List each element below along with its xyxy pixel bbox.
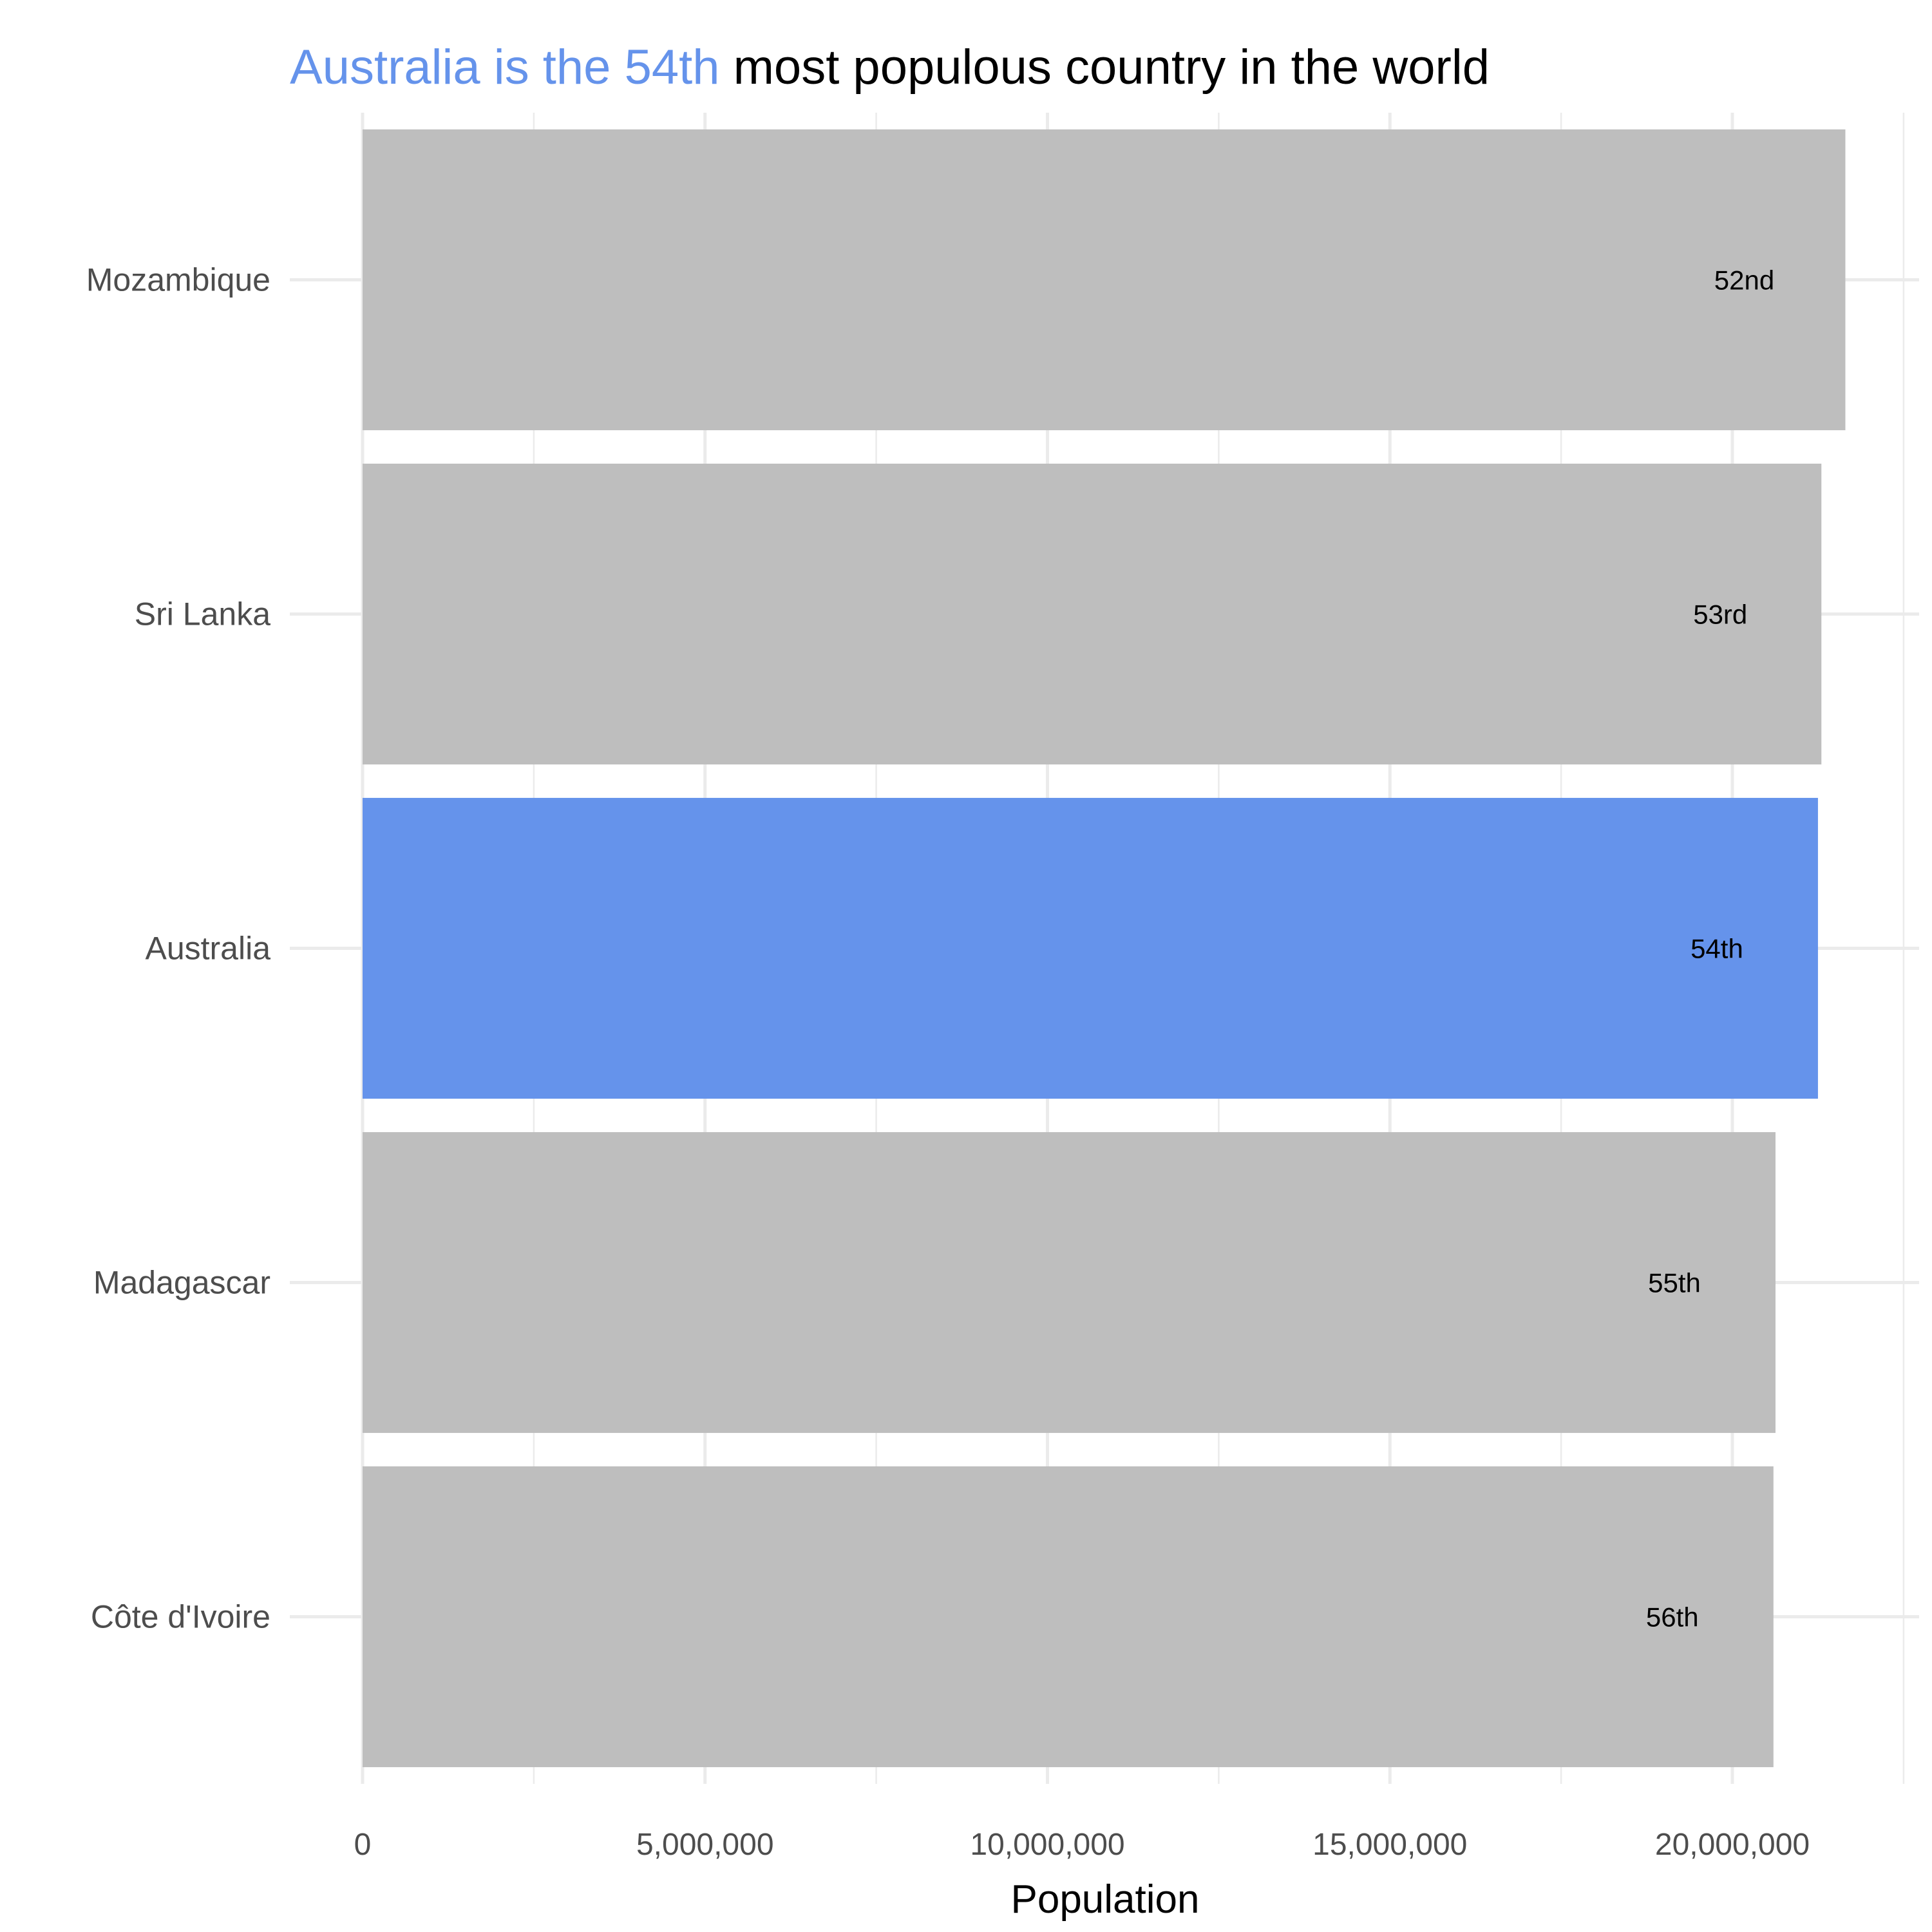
data-label: 55th [1648, 1268, 1701, 1298]
x-tick-label: 10,000,000 [970, 1828, 1124, 1862]
category-axis: Mozambique Sri Lanka Australia Madagascar Cô… [86, 262, 270, 1635]
bar-madagascar [363, 1132, 1776, 1434]
category-label: Sri Lanka [135, 596, 270, 632]
chart-title-highlight: Australia is the 54th [290, 40, 720, 95]
data-label: 56th [1646, 1602, 1699, 1633]
bars [363, 129, 1846, 1768]
value-axis: 0 5,000,000 10,000,000 15,000,000 20,000,000 [354, 1828, 1810, 1862]
bar-sri-lanka [363, 463, 1822, 765]
data-label: 53rd [1693, 600, 1747, 630]
category-label: Madagascar [93, 1265, 270, 1301]
bar-australia [363, 797, 1818, 1099]
x-tick-label: 5,000,000 [636, 1828, 774, 1862]
x-tick-label: 0 [354, 1828, 372, 1862]
bar-mozambique [363, 129, 1846, 431]
data-labels: 52nd 53rd 54th 55th 56th [1646, 265, 1774, 1633]
x-tick-label: 15,000,000 [1312, 1828, 1467, 1862]
bar-c-te-d-ivoire [363, 1466, 1774, 1768]
chart-title-rest: most populous country in the world [720, 40, 1490, 95]
x-tick-label: 20,000,000 [1655, 1828, 1810, 1862]
category-label: Côte d'Ivoire [91, 1599, 270, 1635]
chart-title: Australia is the 54th most populous coun… [290, 40, 1490, 95]
category-label: Mozambique [86, 262, 270, 298]
data-label: 54th [1690, 934, 1743, 964]
category-label: Australia [145, 931, 270, 967]
x-axis-title: Population [1010, 1877, 1199, 1922]
data-label: 52nd [1714, 265, 1774, 296]
